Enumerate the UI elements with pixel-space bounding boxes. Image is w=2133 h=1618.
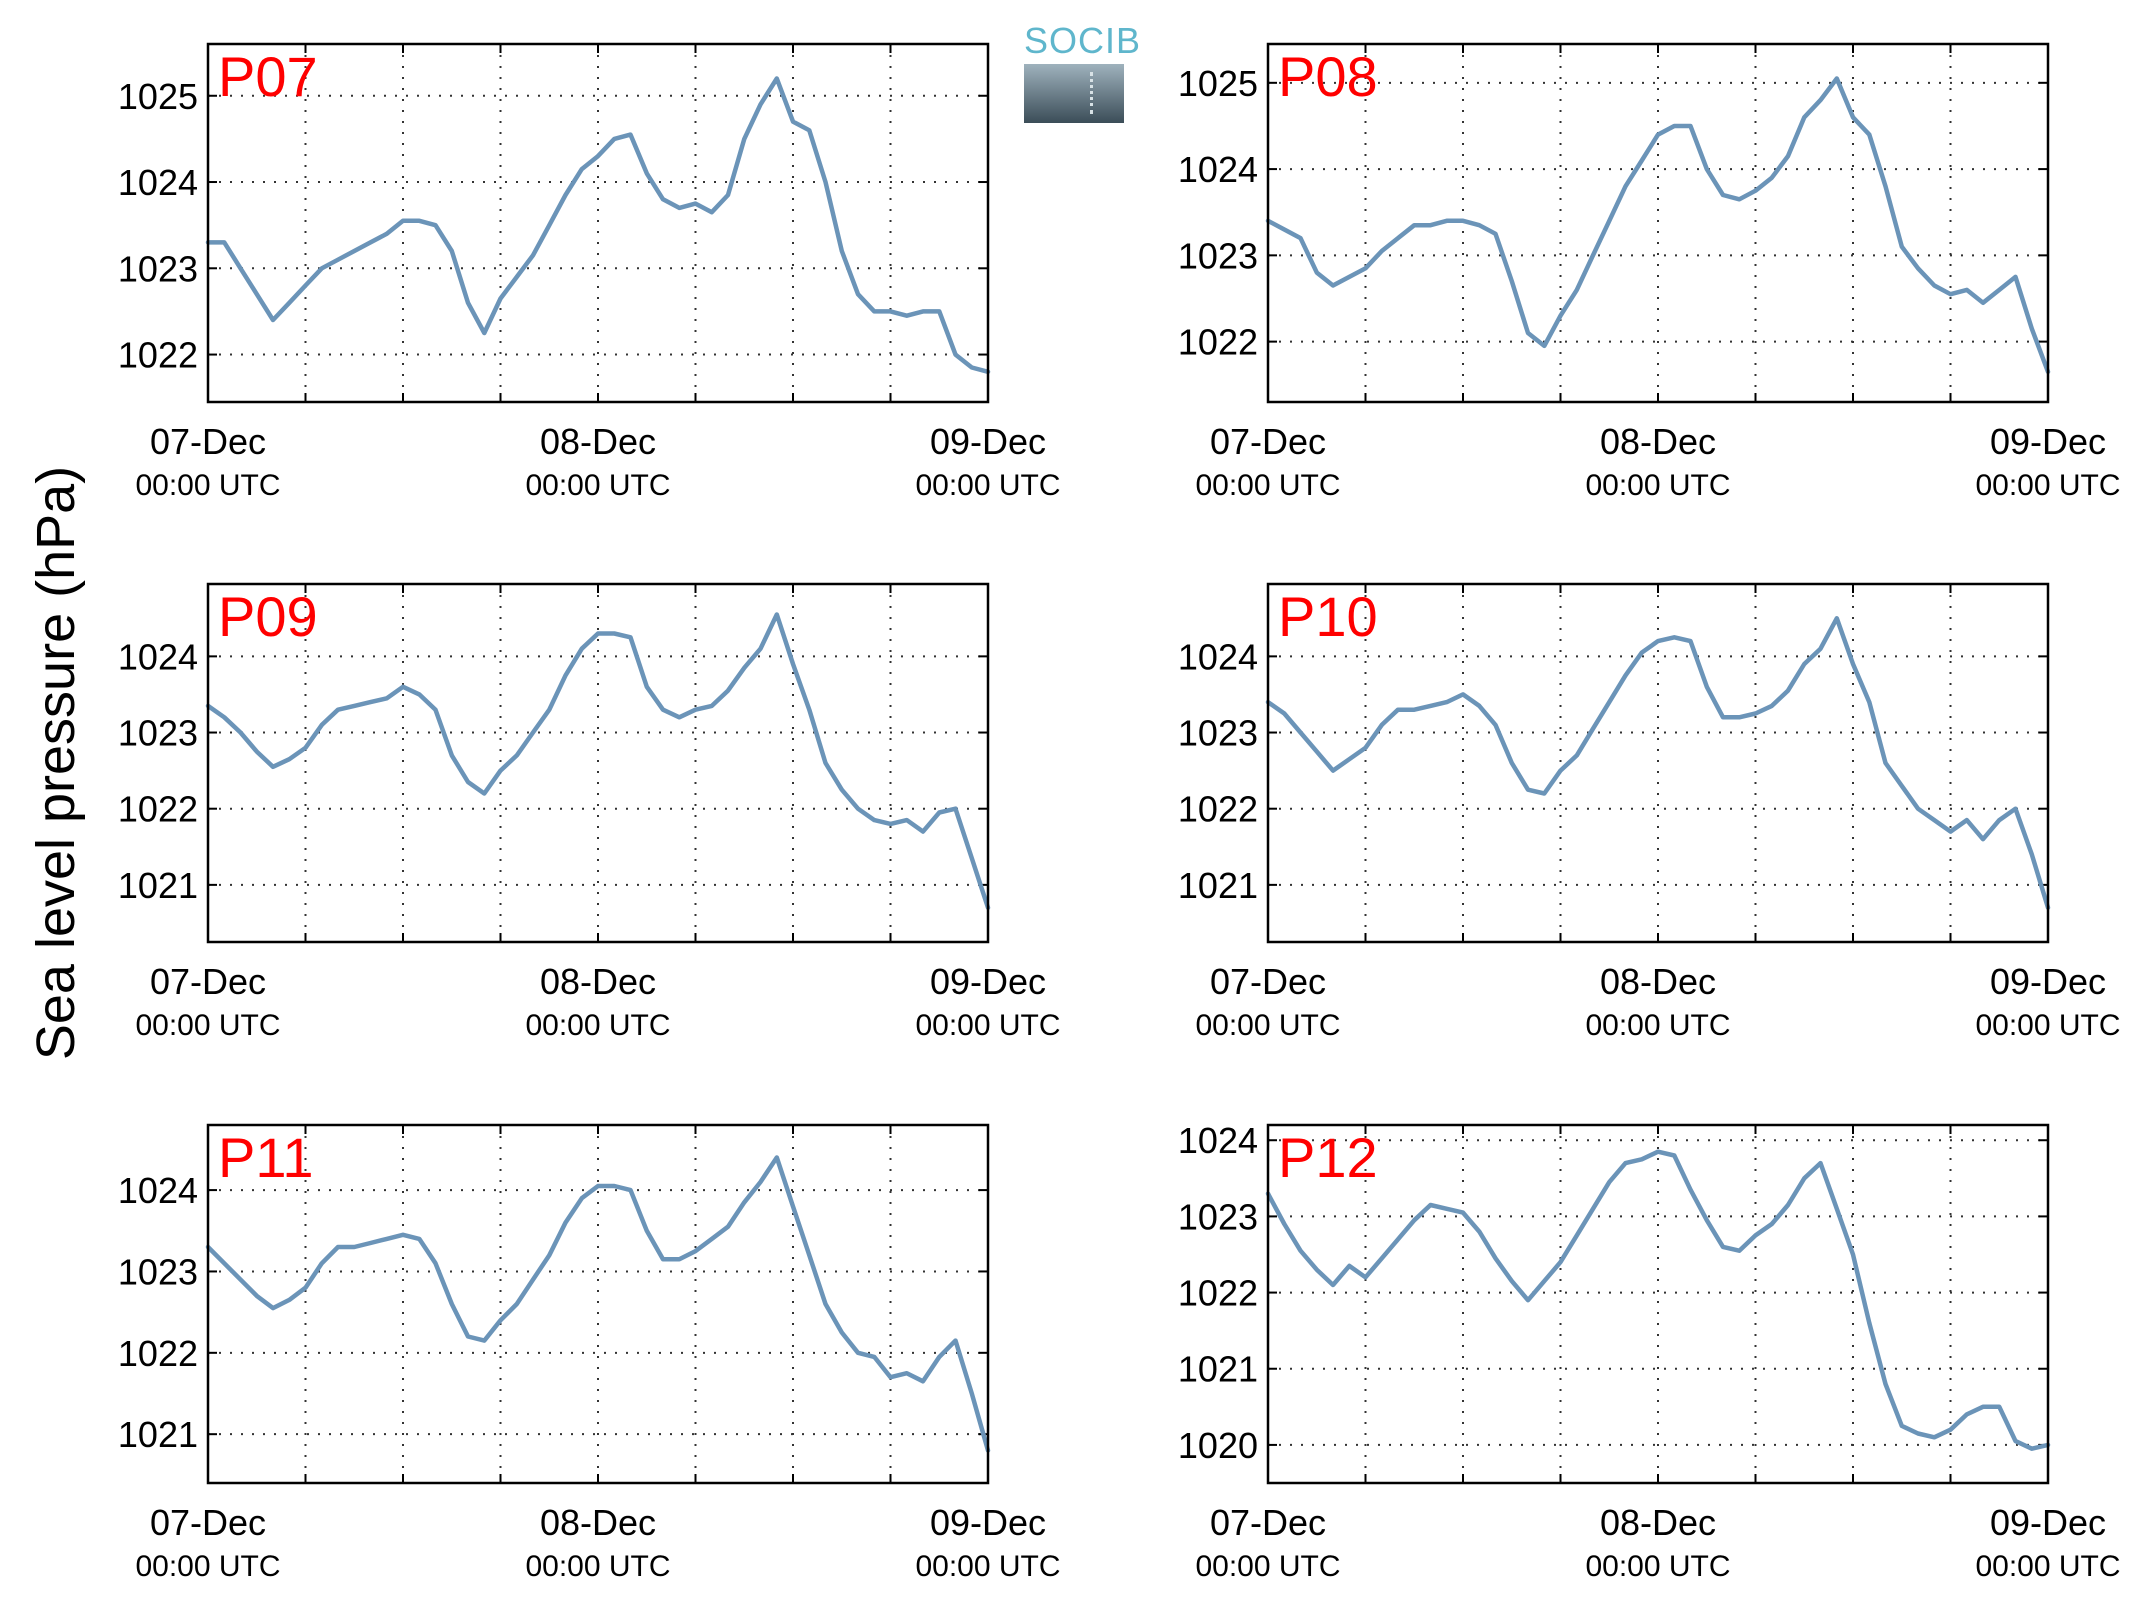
y-tick-label: 1024 xyxy=(1178,636,1258,677)
y-tick-label: 1024 xyxy=(1178,149,1258,190)
x-tick-label-date: 08-Dec xyxy=(540,961,656,1002)
y-tick-label: 1024 xyxy=(118,636,198,677)
x-tick-label-time: 00:00 UTC xyxy=(135,1009,280,1042)
panel-p10: 1021 1022 1023 1024 07-Dec 00:00 UTC 08-Dec 00:… xyxy=(1178,582,2121,1042)
x-tick-label-date: 08-Dec xyxy=(540,421,656,462)
x-tick-label-time: 00:00 UTC xyxy=(525,1009,670,1042)
x-tick-label-date: 08-Dec xyxy=(1600,961,1716,1002)
x-tick-label-time: 00:00 UTC xyxy=(915,1009,1060,1042)
logo-dots xyxy=(1090,72,1097,114)
socib-logo: SOCIB xyxy=(1024,20,1142,123)
y-tick-label: 1020 xyxy=(1178,1425,1258,1466)
axes-frame xyxy=(206,1123,990,1485)
y-tick-label: 1023 xyxy=(118,1251,198,1292)
panel-p09: 1021 1022 1023 1024 07-Dec 00:00 UTC 08-Dec 00:… xyxy=(118,582,1061,1042)
panel-label: P10 xyxy=(1278,585,1378,648)
x-tick-label-date: 08-Dec xyxy=(540,1502,656,1543)
y-tick-label: 1022 xyxy=(118,335,198,376)
y-tick-label: 1022 xyxy=(118,1333,198,1374)
series-line xyxy=(1265,616,2051,910)
panel-p11: 1021 1022 1023 1024 07-Dec 00:00 UTC 08-Dec 00:… xyxy=(118,1123,1061,1583)
y-tick-label: 1024 xyxy=(118,1170,198,1211)
x-tick-label-date: 09-Dec xyxy=(1990,961,2106,1002)
series-line xyxy=(1265,1149,2051,1451)
x-tick-label-date: 07-Dec xyxy=(150,1502,266,1543)
y-tick-label: 1023 xyxy=(1178,235,1258,276)
axes-frame xyxy=(1266,582,2050,944)
x-tick-label-time: 00:00 UTC xyxy=(135,1550,280,1583)
series-line xyxy=(205,612,991,910)
x-tick-label-date: 07-Dec xyxy=(150,961,266,1002)
axes-frame xyxy=(206,582,990,944)
panel-label: P11 xyxy=(218,1126,313,1189)
panel-p12: 1020 1021 1022 1023 1024 07-Dec 00:00 UTC 08-De… xyxy=(1178,1120,2121,1583)
x-tick-label-date: 09-Dec xyxy=(930,1502,1046,1543)
panel-label: P08 xyxy=(1278,45,1378,108)
x-tick-label-date: 09-Dec xyxy=(1990,421,2106,462)
y-tick-label: 1021 xyxy=(1178,865,1258,906)
y-tick-label: 1021 xyxy=(1178,1349,1258,1390)
panel-p07: 1022 1023 1024 1025 07-Dec 00:00 UTC 08-Dec 00:… xyxy=(118,42,1061,502)
x-tick-label-time: 00:00 UTC xyxy=(525,1550,670,1583)
x-tick-label-time: 00:00 UTC xyxy=(1975,1550,2120,1583)
x-tick-label-time: 00:00 UTC xyxy=(1585,1550,1730,1583)
x-tick-label-date: 07-Dec xyxy=(1210,1502,1326,1543)
x-tick-label-time: 00:00 UTC xyxy=(1975,469,2120,502)
y-tick-label: 1023 xyxy=(1178,1196,1258,1237)
series-line xyxy=(205,76,991,375)
axes-frame xyxy=(1266,42,2050,404)
panel-label: P09 xyxy=(218,585,318,648)
y-tick-label: 1022 xyxy=(1178,789,1258,830)
panel-p08: 1022 1023 1024 1025 07-Dec 00:00 UTC 08-Dec 00:… xyxy=(1178,42,2121,502)
y-tick-label: 1024 xyxy=(118,162,198,203)
x-tick-label-time: 00:00 UTC xyxy=(1585,1009,1730,1042)
x-tick-label-time: 00:00 UTC xyxy=(1195,1550,1340,1583)
x-tick-label-time: 00:00 UTC xyxy=(1585,469,1730,502)
x-tick-label-date: 08-Dec xyxy=(1600,1502,1716,1543)
y-tick-label: 1021 xyxy=(118,1414,198,1455)
x-tick-label-date: 09-Dec xyxy=(930,421,1046,462)
y-tick-label: 1025 xyxy=(118,76,198,117)
x-tick-label-time: 00:00 UTC xyxy=(1975,1009,2120,1042)
panel-label: P12 xyxy=(1278,1126,1378,1189)
x-tick-label-date: 07-Dec xyxy=(1210,421,1326,462)
x-tick-label-time: 00:00 UTC xyxy=(915,469,1060,502)
y-tick-label: 1021 xyxy=(118,865,198,906)
y-tick-label: 1022 xyxy=(118,789,198,830)
x-tick-label-date: 09-Dec xyxy=(930,961,1046,1002)
x-tick-label-date: 07-Dec xyxy=(1210,961,1326,1002)
panel-label: P07 xyxy=(218,45,318,108)
x-tick-label-date: 08-Dec xyxy=(1600,421,1716,462)
x-tick-label-time: 00:00 UTC xyxy=(525,469,670,502)
axes-frame xyxy=(206,42,990,404)
logo-box xyxy=(1024,64,1124,123)
x-tick-label-date: 07-Dec xyxy=(150,421,266,462)
y-tick-label: 1025 xyxy=(1178,63,1258,104)
x-tick-label-time: 00:00 UTC xyxy=(135,469,280,502)
y-tick-label: 1024 xyxy=(1178,1120,1258,1161)
y-tick-label: 1023 xyxy=(118,248,198,289)
logo-text: SOCIB xyxy=(1024,20,1142,61)
x-tick-label-time: 00:00 UTC xyxy=(915,1550,1060,1583)
global-y-axis-label: Sea level pressure (hPa) xyxy=(26,466,86,1060)
y-tick-label: 1022 xyxy=(1178,1273,1258,1314)
x-tick-label-date: 09-Dec xyxy=(1990,1502,2106,1543)
axes-frame xyxy=(1266,1123,2050,1485)
series-line xyxy=(205,1155,991,1453)
x-tick-label-time: 00:00 UTC xyxy=(1195,1009,1340,1042)
series-line xyxy=(1265,76,2051,375)
y-tick-label: 1022 xyxy=(1178,322,1258,363)
y-tick-label: 1023 xyxy=(1178,713,1258,754)
y-tick-label: 1023 xyxy=(118,713,198,754)
x-tick-label-time: 00:00 UTC xyxy=(1195,469,1340,502)
